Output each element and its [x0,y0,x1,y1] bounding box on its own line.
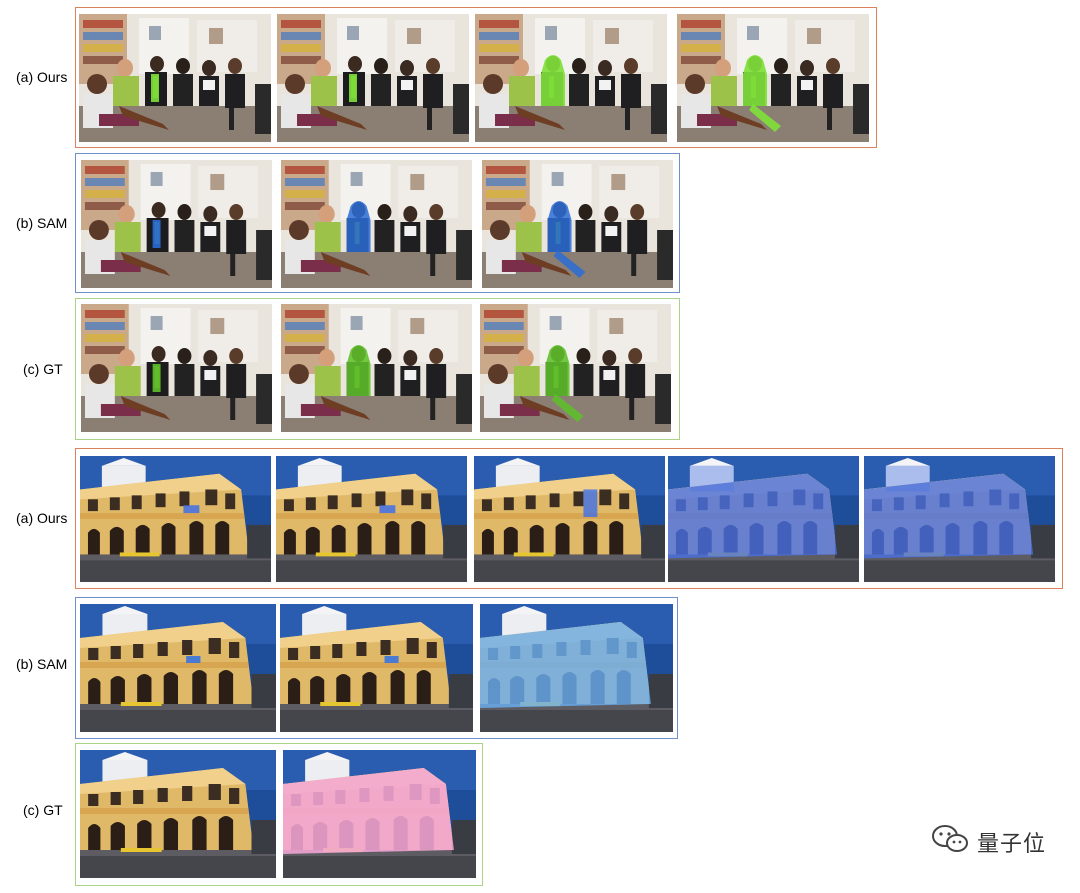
ours-frame-2 [75,448,1063,589]
sam-frame-2 [75,597,678,739]
sam-frame-1 [75,153,680,293]
ours-thumb-1-3 [475,14,667,142]
gt-thumb-2-1 [80,750,276,878]
ours-frame-1 [75,7,877,148]
ours-thumb-1-4 [677,14,869,142]
ours-thumb-1-2 [277,14,469,142]
watermark-text: 量子位 [976,831,1046,857]
sam-thumb-1-1 [81,160,272,288]
row-label-sam-2: (b) SAM [16,656,68,672]
ours-thumb-2-2 [276,456,467,582]
ours-thumb-2-3 [474,456,665,582]
watermark: 量子位 [931,824,1046,859]
sam-thumb-1-2 [281,160,472,288]
sam-thumb-1-3 [482,160,673,288]
gt-frame-1 [75,298,680,440]
row-label-gt-2: (c) GT [23,802,63,818]
sam-thumb-2-1 [80,604,276,732]
row-label-ours-1: (a) Ours [16,69,68,85]
ours-thumb-2-1 [80,456,271,582]
row-label-gt-1: (c) GT [23,361,63,377]
sam-thumb-2-2 [280,604,473,732]
gt-thumb-1-1 [81,304,272,432]
gt-frame-2 [75,743,483,886]
gt-thumb-2-2 [283,750,476,878]
ours-thumb-2-5 [864,456,1055,582]
row-label-ours-2: (a) Ours [16,510,68,526]
row-label-sam-1: (b) SAM [16,215,68,231]
wechat-icon [931,824,969,859]
gt-thumb-1-3 [480,304,671,432]
gt-thumb-1-2 [281,304,472,432]
ours-thumb-2-4 [668,456,859,582]
sam-thumb-2-3 [480,604,673,732]
ours-thumb-1-1 [79,14,271,142]
